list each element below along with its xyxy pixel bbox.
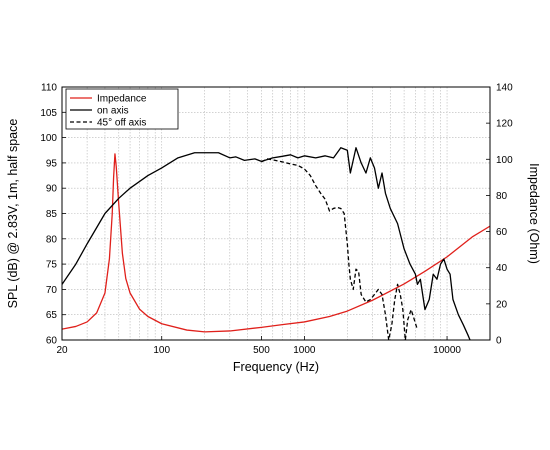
y-left-tick-label: 80 (46, 234, 58, 245)
y-axis-right-title: Impedance (Ohm) (527, 163, 541, 264)
x-axis-title: Frequency (Hz) (233, 360, 319, 374)
x-tick-label: 20 (56, 345, 68, 356)
y-left-tick-label: 85 (46, 209, 58, 220)
legend-label-off-axis: 45° off axis (97, 118, 146, 129)
series-layer (62, 147, 490, 340)
y-right-tick-label: 80 (496, 191, 508, 202)
legend: Impedance on axis 45° off axis (65, 88, 179, 130)
legend-label-on-axis: on axis (97, 106, 129, 117)
y-left-tick-label: 105 (40, 108, 57, 119)
y-left-tick-label: 70 (46, 285, 58, 296)
legend-label-impedance: Impedance (97, 94, 147, 105)
x-tick-label: 100 (153, 345, 170, 356)
y-right-tick-label: 20 (496, 299, 508, 310)
y-left-tick-label: 75 (46, 260, 58, 271)
y-right-tick-label: 120 (496, 119, 513, 130)
y-right-tick-label: 100 (496, 155, 513, 166)
x-tick-label: 10000 (433, 345, 461, 356)
y-left-tick-label: 95 (46, 158, 58, 169)
y-left-tick-label: 90 (46, 184, 58, 195)
y-left-tick-label: 65 (46, 310, 58, 321)
off-axis-45-curve (261, 158, 419, 340)
y-left-tick-label: 60 (46, 336, 58, 347)
y-right-tick-label: 40 (496, 263, 508, 274)
y-right-tick-label: 140 (496, 83, 513, 94)
ticks-layer: 60 65 70 75 80 85 90 95 100 105 110 0 20 40 60 80 100 120… (40, 83, 513, 357)
x-tick-label: 1000 (293, 345, 316, 356)
y-right-tick-label: 0 (496, 336, 502, 347)
y-left-tick-label: 110 (41, 83, 57, 94)
y-right-tick-label: 60 (496, 227, 508, 238)
impedance-curve (62, 153, 490, 333)
on-axis-curve (62, 147, 471, 340)
x-tick-label: 500 (253, 345, 270, 356)
y-axis-left-title: SPL (dB) @ 2.83V, 1m, half space (6, 119, 20, 309)
y-left-tick-label: 100 (40, 133, 57, 144)
